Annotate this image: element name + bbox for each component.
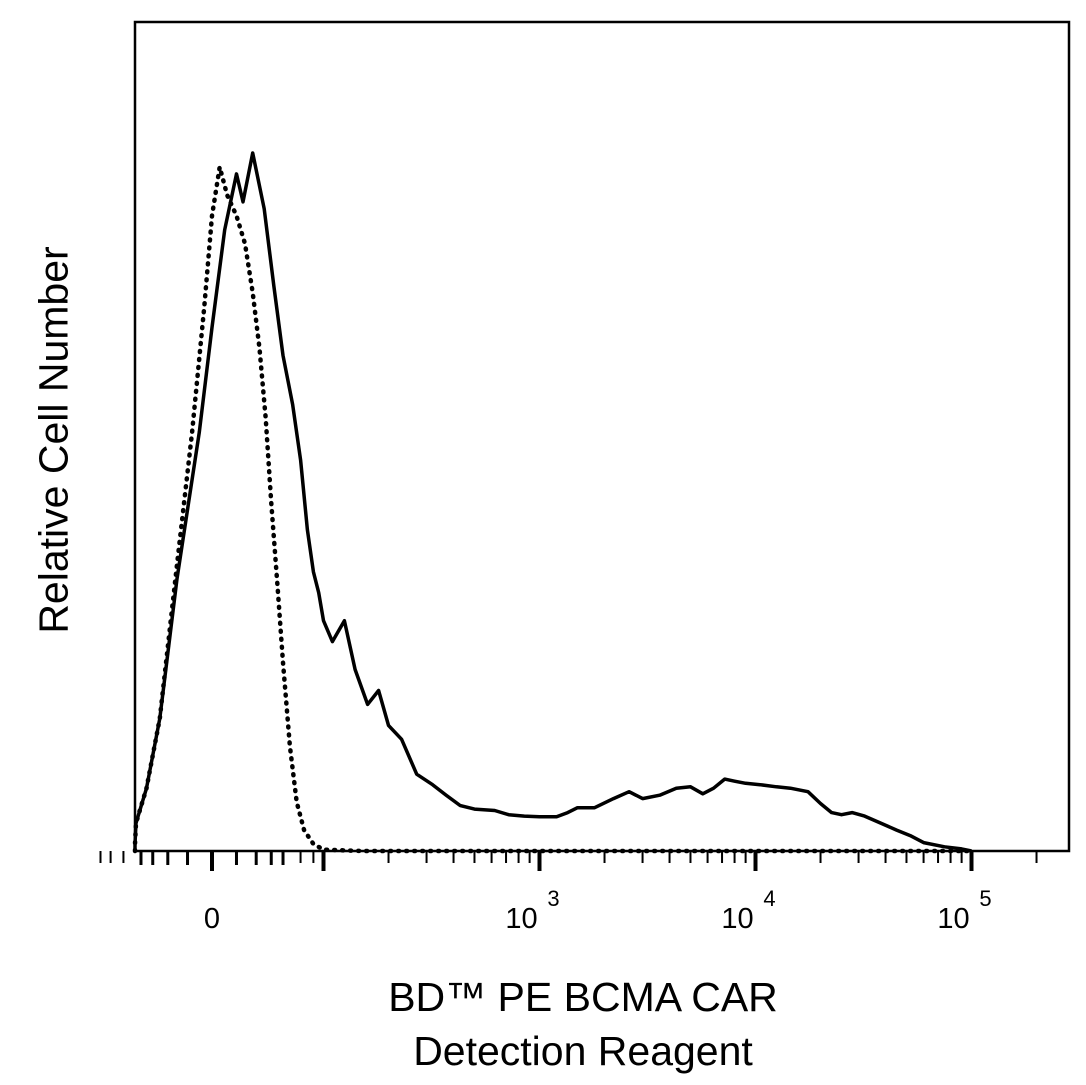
x-tick-label: 10 4 bbox=[721, 886, 775, 935]
histogram-curves bbox=[132, 151, 974, 854]
svg-text:10: 10 bbox=[937, 903, 969, 935]
svg-text:10: 10 bbox=[505, 903, 537, 935]
x-tick-exponent: 4 bbox=[763, 886, 775, 911]
isotype-control-curve bbox=[132, 164, 974, 854]
x-axis-label-line-1: BD™ PE BCMA CAR bbox=[388, 974, 778, 1020]
x-axis-tick-labels: 0 10 3 10 4 10 5 bbox=[204, 886, 992, 935]
x-axis-label-line-2: Detection Reagent bbox=[413, 1028, 753, 1074]
y-axis-label: Relative Cell Number bbox=[30, 246, 77, 634]
x-tick-label: 0 bbox=[204, 903, 220, 935]
svg-text:10: 10 bbox=[721, 903, 753, 935]
x-axis-ticks bbox=[99, 851, 1038, 871]
stained-sample-curve bbox=[133, 151, 972, 853]
x-tick-exponent: 5 bbox=[979, 886, 991, 911]
x-tick-exponent: 3 bbox=[547, 886, 559, 911]
x-tick-label: 10 5 bbox=[937, 886, 991, 935]
plot-frame bbox=[133, 20, 1071, 853]
x-tick-label: 10 3 bbox=[505, 886, 559, 935]
svg-text:0: 0 bbox=[204, 903, 220, 935]
